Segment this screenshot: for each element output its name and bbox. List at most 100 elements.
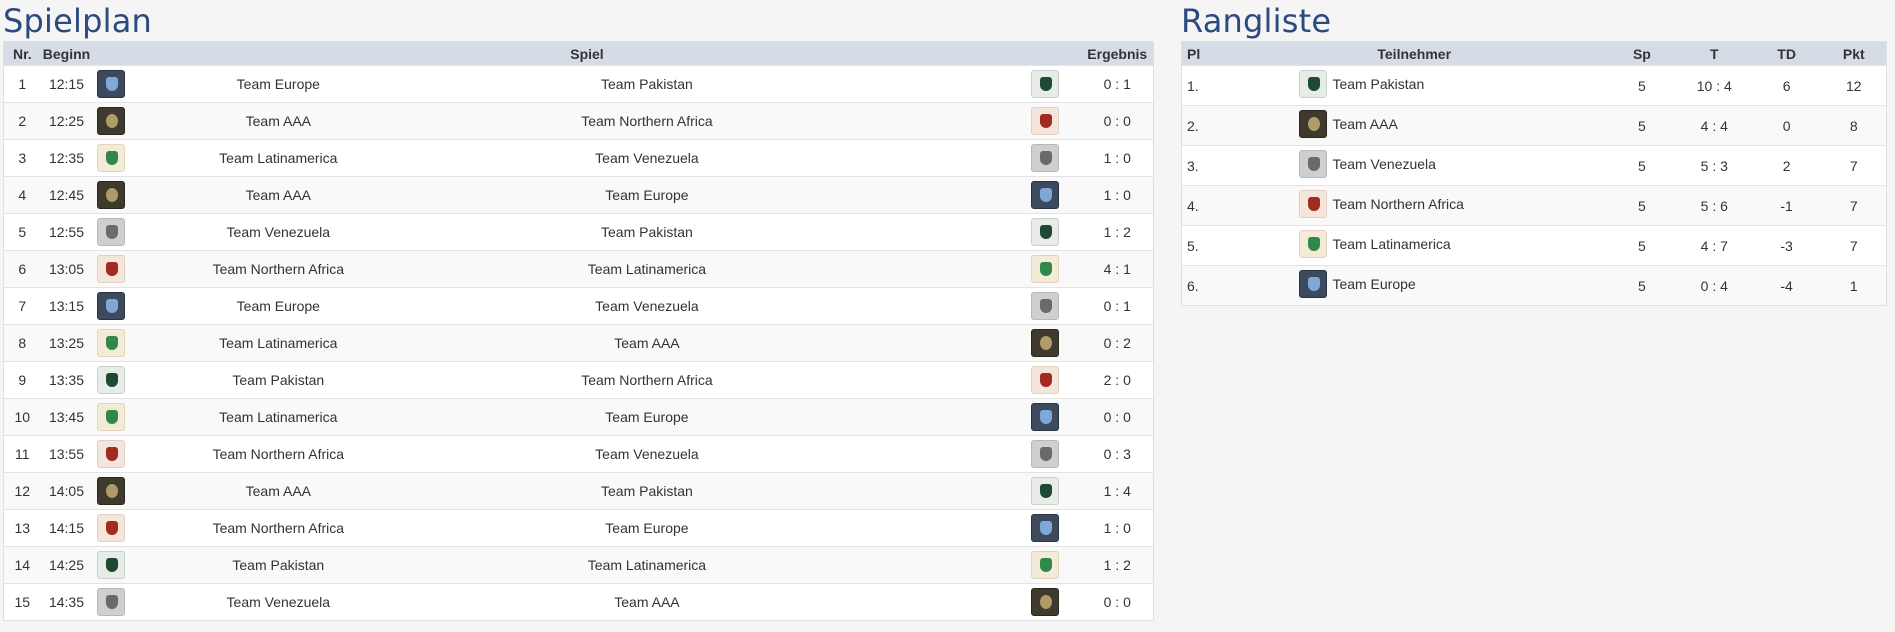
away-logo-cell [867, 546, 1082, 584]
team-entry: Team Pakistan [1299, 70, 1424, 98]
table-row: 10 13:45 Team Latinamerica Team Europe 0 : 0 [3, 398, 1154, 436]
goals: 0 : 4 [1676, 265, 1752, 306]
home-team: Team Europe [130, 65, 427, 103]
match-nr: 8 [3, 324, 41, 362]
match-result: 0 : 0 [1081, 102, 1154, 140]
team-cell: Team Northern Africa [1221, 185, 1607, 226]
team-cell: Team Europe [1221, 265, 1607, 306]
away-logo-cell [867, 139, 1082, 177]
match-result: 1 : 4 [1081, 472, 1154, 510]
goal-difference: 0 [1751, 105, 1822, 146]
away-logo-cell [867, 213, 1082, 251]
team-cell: Team Pakistan [1221, 65, 1607, 106]
goal-difference: -4 [1751, 265, 1822, 306]
table-row: 2 12:25 Team AAA Team Northern Africa 0 : 0 [3, 102, 1154, 140]
match-result: 0 : 1 [1081, 287, 1154, 325]
home-team: Team Pakistan [130, 361, 427, 399]
team-name: Team Venezuela [1332, 156, 1436, 172]
table-row: 13 14:15 Team Northern Africa Team Europe 1 … [3, 509, 1154, 547]
match-time: 14:25 [40, 546, 93, 584]
match-result: 1 : 0 [1081, 176, 1154, 214]
match-nr: 2 [3, 102, 41, 140]
home-logo-cell [92, 583, 131, 621]
table-row: 5. Team Latinamerica 5 4 : 7 -3 7 [1181, 225, 1887, 266]
team-entry: Team AAA [1299, 110, 1398, 138]
match-time: 12:45 [40, 176, 93, 214]
pakistan-logo-icon [97, 551, 126, 579]
standings-body: 1. Team Pakistan 5 10 : 4 6 12 2. Team AAA 5 4 : … [1181, 65, 1887, 306]
goal-difference: -3 [1751, 225, 1822, 266]
table-row: 15 14:35 Team Venezuela Team AAA 0 : 0 [3, 583, 1154, 621]
away-team: Team Venezuela [426, 435, 868, 473]
aaa-logo-icon [97, 477, 126, 505]
home-team: Team AAA [130, 472, 427, 510]
home-team: Team Northern Africa [130, 435, 427, 473]
pakistan-logo-icon [1031, 218, 1060, 246]
home-logo-cell [92, 546, 131, 584]
header-td: TD [1751, 41, 1822, 66]
goals: 4 : 4 [1676, 105, 1752, 146]
match-result: 0 : 3 [1081, 435, 1154, 473]
match-result: 1 : 0 [1081, 509, 1154, 547]
header-sp: Sp [1606, 41, 1677, 66]
header-game: Spiel [92, 41, 1082, 66]
rank: 3. [1181, 145, 1222, 186]
home-logo-cell [92, 472, 131, 510]
header-t: T [1676, 41, 1752, 66]
points: 1 [1821, 265, 1887, 306]
games-played: 5 [1606, 225, 1677, 266]
europe-logo-icon [1299, 270, 1328, 298]
africa-logo-icon [97, 440, 126, 468]
away-logo-cell [867, 435, 1082, 473]
team-cell: Team AAA [1221, 105, 1607, 146]
points: 12 [1821, 65, 1887, 106]
header-team: Teilnehmer [1221, 41, 1607, 66]
away-team: Team AAA [426, 324, 868, 362]
table-row: 8 13:25 Team Latinamerica Team AAA 0 : 2 [3, 324, 1154, 362]
header-pkt: Pkt [1821, 41, 1887, 66]
home-logo-cell [92, 213, 131, 251]
latam-logo-icon [97, 144, 126, 172]
match-nr: 11 [3, 435, 41, 473]
latam-logo-icon [97, 403, 126, 431]
match-time: 13:45 [40, 398, 93, 436]
points: 7 [1821, 225, 1887, 266]
away-team: Team Latinamerica [426, 250, 868, 288]
team-name: Team Pakistan [1332, 76, 1425, 92]
team-name: Team Latinamerica [1332, 236, 1451, 252]
games-played: 5 [1606, 265, 1677, 306]
aaa-logo-icon [1299, 110, 1328, 138]
match-nr: 15 [3, 583, 41, 621]
match-time: 13:25 [40, 324, 93, 362]
schedule-header-row: Nr. Beginn Spiel Ergebnis [3, 41, 1154, 66]
away-team: Team Venezuela [426, 139, 868, 177]
home-logo-cell [92, 65, 131, 103]
team-cell: Team Latinamerica [1221, 225, 1607, 266]
africa-logo-icon [1031, 107, 1060, 135]
home-logo-cell [92, 509, 131, 547]
match-result: 4 : 1 [1081, 250, 1154, 288]
latam-logo-icon [1299, 230, 1328, 258]
match-result: 0 : 1 [1081, 65, 1154, 103]
goals: 5 : 3 [1676, 145, 1752, 186]
table-row: 14 14:25 Team Pakistan Team Latinamerica 1 :… [3, 546, 1154, 584]
home-logo-cell [92, 324, 131, 362]
europe-logo-icon [1031, 403, 1060, 431]
away-logo-cell [867, 250, 1082, 288]
away-logo-cell [867, 65, 1082, 103]
games-played: 5 [1606, 105, 1677, 146]
rank: 2. [1181, 105, 1222, 146]
home-team: Team Europe [130, 287, 427, 325]
africa-logo-icon [1031, 366, 1060, 394]
away-team: Team AAA [426, 583, 868, 621]
away-logo-cell [867, 583, 1082, 621]
away-team: Team Latinamerica [426, 546, 868, 584]
table-row: 3 12:35 Team Latinamerica Team Venezuela 1 :… [3, 139, 1154, 177]
match-time: 14:35 [40, 583, 93, 621]
venezuela-logo-icon [97, 588, 126, 616]
match-time: 14:15 [40, 509, 93, 547]
goal-difference: 6 [1751, 65, 1822, 106]
away-logo-cell [867, 324, 1082, 362]
